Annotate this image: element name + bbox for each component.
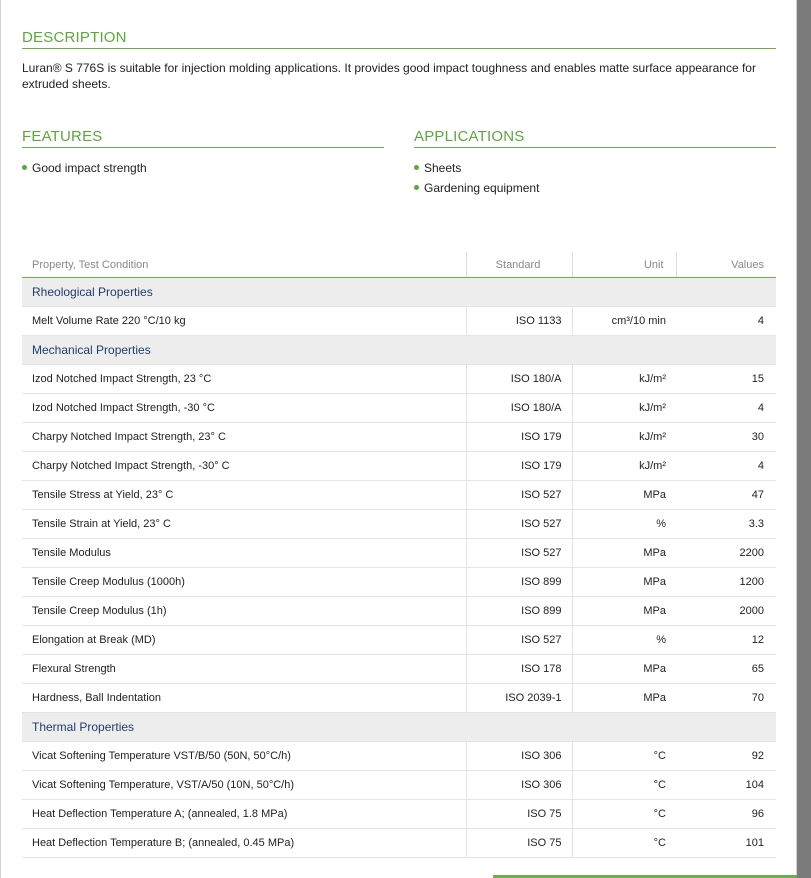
- properties-table: Property, Test Condition Standard Unit V…: [22, 252, 776, 858]
- table-row: Izod Notched Impact Strength, 23 °C ISO 1…: [22, 364, 776, 394]
- group-row-mechanical: Mechanical Properties: [22, 335, 776, 365]
- page-left-border: [0, 0, 1, 878]
- applications-rule: [414, 147, 776, 148]
- description-text: Luran® S 776S is suitable for injection …: [22, 61, 756, 91]
- table-row: Charpy Notched Impact Strength, 23° C ISO…: [22, 422, 776, 452]
- page-right-edge: [796, 0, 797, 878]
- table-row: Vicat Softening Temperature VST/B/50 (50…: [22, 741, 776, 771]
- bullet-icon: [22, 165, 27, 170]
- table-row: Heat Deflection Temperature B; (annealed…: [22, 828, 776, 858]
- features-list-item: Good impact strength: [22, 161, 147, 181]
- table-row: Heat Deflection Temperature A; (annealed…: [22, 799, 776, 829]
- table-row: Tensile Creep Modulus (1000h) ISO 899 MPa 1…: [22, 567, 776, 597]
- table-row: Tensile Stress at Yield, 23° C ISO 527 MPa…: [22, 480, 776, 510]
- table-row: Tensile Strain at Yield, 23° C ISO 527% 3.…: [22, 509, 776, 539]
- bullet-icon: [414, 165, 419, 170]
- features-rule: [22, 147, 384, 148]
- applications-list-item: Sheets: [414, 161, 539, 181]
- table-row: Charpy Notched Impact Strength, -30° C IS…: [22, 451, 776, 481]
- footer-accent-line: [493, 875, 797, 878]
- table-row: Hardness, Ball Indentation ISO 2039-1 MPa 7…: [22, 683, 776, 713]
- table-row: Izod Notched Impact Strength, -30 °C ISO …: [22, 393, 776, 423]
- table-header-row: Property, Test Condition Standard Unit V…: [22, 252, 776, 278]
- table-row: Tensile Creep Modulus (1h) ISO 899 MPa 2000: [22, 596, 776, 626]
- description-rule: [22, 48, 776, 49]
- table-row: Vicat Softening Temperature, VST/A/50 (1…: [22, 770, 776, 800]
- header-values: Values: [675, 252, 776, 278]
- features-list: Good impact strength: [22, 161, 147, 181]
- group-row-thermal: Thermal Properties: [22, 712, 776, 742]
- table-row: Melt Volume Rate 220 °C/10 kg ISO 1133 cm³…: [22, 306, 776, 336]
- viewer-scrollbar-track[interactable]: [797, 0, 811, 878]
- table-row: Flexural Strength ISO 178 MPa 65: [22, 654, 776, 684]
- applications-title: APPLICATIONS: [414, 128, 525, 145]
- applications-list: Sheets Gardening equipment: [414, 161, 539, 201]
- header-unit: Unit: [571, 252, 676, 278]
- description-title: DESCRIPTION: [22, 29, 127, 46]
- header-property: Property, Test Condition: [22, 252, 466, 278]
- table-row: Elongation at Break (MD) ISO 527% 12: [22, 625, 776, 655]
- table-row: Tensile Modulus ISO 527 MPa 2200: [22, 538, 776, 568]
- bullet-icon: [414, 185, 419, 190]
- features-title: FEATURES: [22, 128, 103, 145]
- header-standard: Standard: [465, 252, 572, 278]
- applications-list-item: Gardening equipment: [414, 181, 539, 201]
- group-row-rheological: Rheological Properties: [22, 277, 776, 307]
